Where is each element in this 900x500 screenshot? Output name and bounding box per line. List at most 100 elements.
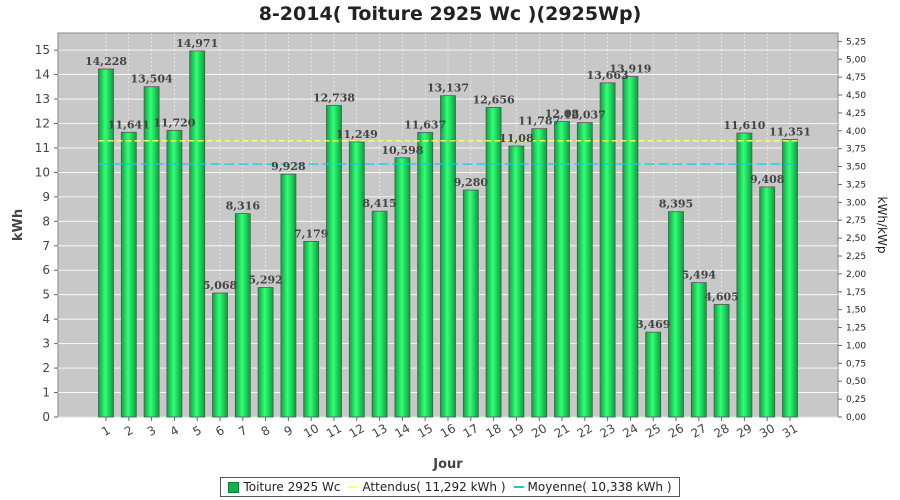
- data-label: 3,469: [636, 318, 670, 331]
- data-label: 14,228: [85, 55, 127, 68]
- x-tick-label: 29: [734, 421, 754, 441]
- y2-tick-label: 4,75: [846, 73, 866, 83]
- y-tick-label: 4: [42, 312, 50, 326]
- bar: [326, 105, 342, 418]
- x-axis-title: Jour: [432, 457, 463, 472]
- y-tick-label: 9: [42, 190, 50, 204]
- y2-tick-label: 3,25: [846, 180, 866, 190]
- y-tick-label: 5: [42, 288, 50, 302]
- bar: [234, 213, 251, 418]
- x-tick-label: 7: [236, 423, 250, 439]
- data-label: 5,292: [248, 274, 282, 287]
- bar: [166, 129, 183, 418]
- y-tick-label: 10: [35, 165, 50, 179]
- bar: [531, 128, 548, 418]
- bar: [645, 331, 662, 418]
- y2-tick-label: 4,50: [846, 91, 866, 101]
- x-tick-label: 13: [369, 421, 389, 441]
- x-tick-label: 14: [392, 421, 412, 441]
- y2-tick-label: 0,50: [846, 377, 866, 387]
- bar: [394, 157, 411, 418]
- data-label: 13,137: [427, 82, 469, 95]
- data-label: 10,598: [381, 144, 423, 157]
- y2-tick-label: 5,25: [846, 37, 866, 47]
- x-tick-label: 23: [597, 421, 617, 441]
- y-tick-label: 7: [42, 239, 50, 253]
- data-label: 14,971: [176, 37, 218, 50]
- x-tick-label: 6: [213, 423, 227, 439]
- data-label: 11,249: [336, 128, 378, 141]
- x-tick-label: 30: [757, 421, 777, 441]
- legend-item-production: Toiture 2925 Wc: [228, 480, 340, 494]
- data-label: 11,610: [723, 119, 765, 132]
- bar: [348, 141, 365, 418]
- y-tick-label: 6: [42, 263, 50, 277]
- chart: 8-2014( Toiture 2925 Wc )(2925Wp) 14,228…: [11, 3, 889, 472]
- bar: [599, 82, 616, 418]
- bar: [713, 303, 730, 418]
- bar: [485, 107, 502, 418]
- y2-tick-label: 1,50: [846, 306, 866, 316]
- y-tick-label: 14: [35, 68, 50, 82]
- bar: [782, 138, 798, 418]
- data-label: 11,351: [769, 125, 811, 138]
- data-label: 8,395: [659, 198, 693, 211]
- legend: Toiture 2925 Wc Attendus( 11,292 kWh ) M…: [220, 477, 680, 497]
- x-tick-label: 12: [347, 421, 367, 441]
- data-label: 12,08: [545, 108, 580, 121]
- x-tick-label: 17: [461, 421, 481, 441]
- bar: [508, 145, 525, 418]
- data-label: 9,280: [454, 176, 489, 189]
- y2-axis-title: kWh/kWp: [875, 197, 889, 254]
- data-label: 9,928: [271, 160, 306, 173]
- x-tick-label: 15: [415, 421, 435, 441]
- legend-item-average: Moyenne( 10,338 kWh ): [513, 480, 672, 494]
- x-tick-label: 10: [301, 421, 321, 441]
- y2-tick-label: 2,00: [846, 270, 866, 280]
- y2-tick-label: 2,25: [846, 252, 866, 262]
- bar: [280, 173, 297, 418]
- y-tick-label: 1: [42, 386, 50, 400]
- x-tick-label: 22: [575, 421, 595, 441]
- x-tick-label: 11: [324, 421, 344, 441]
- bar: [622, 76, 639, 418]
- data-label: 12,656: [473, 93, 515, 106]
- data-label: 7,179: [294, 227, 328, 240]
- bar: [554, 121, 570, 418]
- bar: [371, 210, 388, 418]
- x-tick-label: 1: [99, 423, 113, 439]
- data-label: 12,037: [564, 109, 606, 122]
- x-tick-label: 4: [168, 423, 182, 439]
- y2-tick-label: 5,00: [846, 55, 866, 65]
- x-tick-label: 21: [552, 421, 572, 441]
- y2-tick-label: 0,25: [846, 395, 866, 405]
- x-tick-label: 3: [145, 423, 159, 439]
- legend-label-expected: Attendus( 11,292 kWh ): [362, 480, 506, 494]
- x-tick-label: 20: [529, 421, 549, 441]
- data-label: 11,787: [518, 115, 560, 128]
- x-tick-label: 2: [122, 423, 136, 439]
- bar: [212, 292, 228, 418]
- data-label: 8,415: [362, 197, 396, 210]
- legend-swatch-average: [513, 486, 524, 488]
- x-tick-label: 24: [620, 421, 640, 441]
- legend-label-average: Moyenne( 10,338 kWh ): [527, 480, 672, 494]
- bar: [303, 241, 320, 418]
- y2-tick-label: 1,75: [846, 288, 866, 298]
- y2-tick-label: 2,50: [846, 234, 866, 244]
- bar: [668, 211, 684, 418]
- legend-swatch-production: [228, 481, 240, 493]
- bar: [257, 287, 274, 418]
- y-tick-label: 2: [42, 361, 50, 375]
- data-label: 13,504: [131, 73, 173, 86]
- y2-tick-label: 4,25: [846, 109, 866, 119]
- data-label: 5,494: [682, 269, 717, 282]
- data-label: 12,738: [313, 91, 355, 104]
- x-tick-label: 18: [483, 421, 503, 441]
- y-axis-title: kWh: [11, 209, 26, 241]
- y-tick-label: 8: [42, 214, 50, 228]
- chart-title: 8-2014( Toiture 2925 Wc )(2925Wp): [259, 3, 642, 25]
- y-tick-label: 0: [42, 410, 50, 424]
- legend-swatch-expected: [348, 486, 359, 488]
- data-label: 11,641: [108, 118, 150, 131]
